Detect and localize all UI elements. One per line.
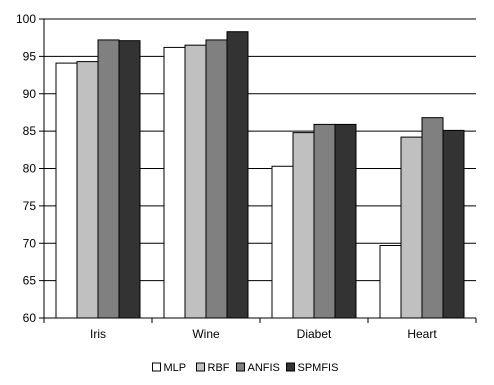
bar-rbf-diabet: [292, 132, 315, 319]
legend-swatch-anfis: [236, 362, 245, 372]
y-tick-label: 80: [23, 162, 37, 176]
legend-swatch-spmfis: [286, 362, 295, 372]
y-tick-label: 85: [23, 124, 37, 138]
x-tick-labels: Iris Wine Diabet Heart: [90, 327, 437, 341]
axes: [39, 18, 477, 323]
x-tick-label: Diabet: [297, 327, 332, 341]
x-tick-label: Heart: [407, 327, 437, 341]
y-tick-label: 70: [23, 236, 37, 250]
bar-rbf-iris: [76, 61, 99, 319]
bar-anfis-wine: [205, 39, 228, 319]
bar-rbf-wine: [184, 44, 207, 319]
y-tick-labels: 60 65 70 75 80 85 90 95 100: [16, 12, 36, 325]
bar-rbf-heart: [400, 136, 423, 319]
bar-spmfis-diabet: [334, 123, 357, 319]
bar-spmfis-iris: [118, 40, 141, 319]
y-tick-label: 95: [23, 49, 37, 63]
x-tick-label: Wine: [192, 327, 220, 341]
bar-anfis-iris: [97, 39, 120, 319]
bar-anfis-diabet: [313, 123, 336, 319]
bar-mlp-wine: [163, 46, 186, 319]
bars: [55, 31, 465, 319]
bar-mlp-diabet: [271, 165, 294, 319]
legend-label-mlp: MLP: [164, 362, 187, 374]
bar-spmfis-wine: [226, 31, 249, 319]
y-tick-label: 65: [23, 274, 37, 288]
bar-mlp-iris: [55, 62, 78, 319]
bar-mlp-heart: [379, 244, 402, 319]
y-tick-label: 90: [23, 87, 37, 101]
legend-swatch-mlp: [152, 362, 161, 372]
legend-label-anfis: ANFIS: [248, 362, 280, 374]
legend-swatch-rbf: [196, 362, 205, 372]
y-tick-label: 60: [23, 311, 37, 325]
y-tick-label: 75: [23, 199, 37, 213]
legend-label-spmfis: SPMFIS: [298, 362, 339, 374]
legend-label-rbf: RBF: [208, 362, 230, 374]
bar-spmfis-heart: [442, 129, 465, 319]
bar-anfis-heart: [421, 117, 444, 319]
x-tick-label: Iris: [90, 327, 106, 341]
y-tick-label: 100: [16, 12, 36, 26]
legend: MLP RBF ANFIS SPMFIS: [152, 362, 339, 374]
